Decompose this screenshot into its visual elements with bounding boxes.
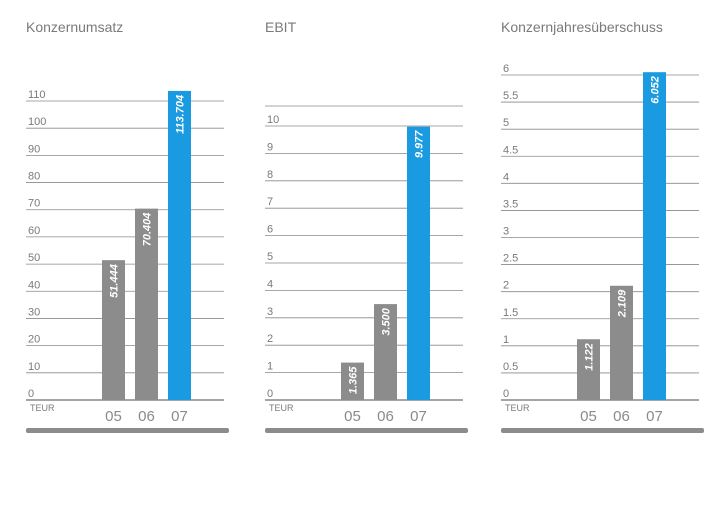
- bar-value-label: 113.704: [175, 95, 187, 134]
- y-tick-label: 5.5: [503, 90, 518, 102]
- bar-value-label: 2.109: [617, 289, 629, 318]
- x-category-label: 06: [613, 408, 630, 425]
- y-tick-label: 100: [28, 116, 46, 128]
- bar-07: [168, 90, 191, 400]
- bar-05: [577, 339, 600, 400]
- y-tick-label: 70: [28, 198, 40, 210]
- chart-panel-jahresueberschuss: Konzernjahresüberschuss 0 0.5 1 1.5 2 2.5 3 3.5…: [501, 0, 705, 512]
- unit-label: TEUR: [505, 403, 530, 413]
- bar-05: [341, 362, 364, 400]
- bar-value-label: 70.404: [142, 213, 154, 247]
- y-tick-label: 7: [267, 196, 273, 208]
- y-tick-label: 3: [267, 306, 273, 318]
- y-tick-label: 1.5: [503, 307, 518, 319]
- y-tick-label: 10: [28, 361, 40, 373]
- chart-umsatz: 0 10 20 30 40 50 60 70 80 90 100 110 TEUR 51.444 05 70.…: [26, 89, 224, 425]
- y-tick-label: 20: [28, 334, 40, 346]
- bar-value-label: 3.500: [381, 307, 393, 335]
- y-tick-label: 2.5: [503, 253, 518, 265]
- y-tick-label: 60: [28, 225, 40, 237]
- chart-title: Konzernjahresüberschuss: [501, 19, 663, 35]
- chart-panel-ebit: EBIT 0 1 2 3 4 5 6 7 8 9 10 TEUR 1.365 05 3.500 06 9.977…: [265, 0, 469, 512]
- y-tick-label: 5: [267, 251, 273, 263]
- bar-07: [643, 72, 666, 400]
- y-tick-label: 1: [503, 334, 509, 346]
- bar-value-label: 1.122: [584, 343, 596, 371]
- y-tick-label: 90: [28, 143, 40, 155]
- y-tick-label: 1: [267, 361, 273, 373]
- x-category-label: 07: [171, 408, 188, 425]
- chart-ebit: 0 1 2 3 4 5 6 7 8 9 10 TEUR 1.365 05 3.500 06 9.977 07: [265, 105, 463, 425]
- y-tick-label: 9: [267, 141, 273, 153]
- y-tick-label: 110: [28, 89, 46, 101]
- bar-05: [102, 260, 125, 400]
- chart-title: EBIT: [265, 19, 297, 35]
- y-tick-label: 4: [503, 171, 509, 183]
- x-category-label: 05: [580, 408, 597, 425]
- y-tick-label: 5: [503, 117, 509, 129]
- chart-baseline-shelf: [265, 428, 468, 433]
- chart-baseline-shelf: [26, 428, 229, 433]
- x-category-label: 07: [410, 408, 427, 425]
- chart-jahresueberschuss: 0 0.5 1 1.5 2 2.5 3 3.5 4 4.5 5 5.5 6 TEUR 1.122 05 2.10…: [501, 63, 699, 425]
- unit-label: TEUR: [269, 403, 294, 413]
- y-tick-label: 50: [28, 252, 40, 264]
- y-tick-label: 3.5: [503, 198, 518, 210]
- bar-06: [374, 304, 397, 400]
- chart-title: Konzernumsatz: [26, 19, 124, 35]
- unit-label: TEUR: [30, 403, 55, 413]
- chart-panel-umsatz: Konzernumsatz 0 10 20 30 40 50 60 70 80 90 100 110 T…: [26, 0, 230, 512]
- y-tick-label: 2: [503, 280, 509, 292]
- bar-value-label: 9.977: [414, 130, 426, 158]
- y-tick-label: 6: [267, 224, 273, 236]
- y-tick-label: 4.5: [503, 144, 518, 156]
- x-category-label: 06: [138, 408, 155, 425]
- y-tick-label: 6: [503, 63, 509, 75]
- bar-06: [610, 285, 633, 400]
- y-tick-label: 80: [28, 171, 40, 183]
- y-tick-label: 3: [503, 226, 509, 238]
- bar-value-label: 6.052: [650, 76, 662, 104]
- y-tick-label: 2: [267, 333, 273, 345]
- y-tick-label: 40: [28, 279, 40, 291]
- y-tick-label: 30: [28, 306, 40, 318]
- x-category-label: 07: [646, 408, 663, 425]
- bar-06: [135, 208, 158, 400]
- y-tick-label: 0.5: [503, 361, 518, 373]
- x-category-label: 06: [377, 408, 394, 425]
- x-category-label: 05: [105, 408, 122, 425]
- bar-value-label: 1.365: [348, 366, 360, 394]
- bar-value-label: 51.444: [109, 264, 121, 298]
- chart-baseline-shelf: [501, 428, 704, 433]
- bar-07: [407, 126, 430, 401]
- y-tick-label: 4: [267, 278, 273, 290]
- y-tick-label: 10: [267, 114, 279, 126]
- y-tick-label: 0: [503, 388, 509, 400]
- x-category-label: 05: [344, 408, 361, 425]
- y-tick-label: 0: [267, 388, 273, 400]
- y-tick-label: 0: [28, 388, 34, 400]
- y-tick-label: 8: [267, 169, 273, 181]
